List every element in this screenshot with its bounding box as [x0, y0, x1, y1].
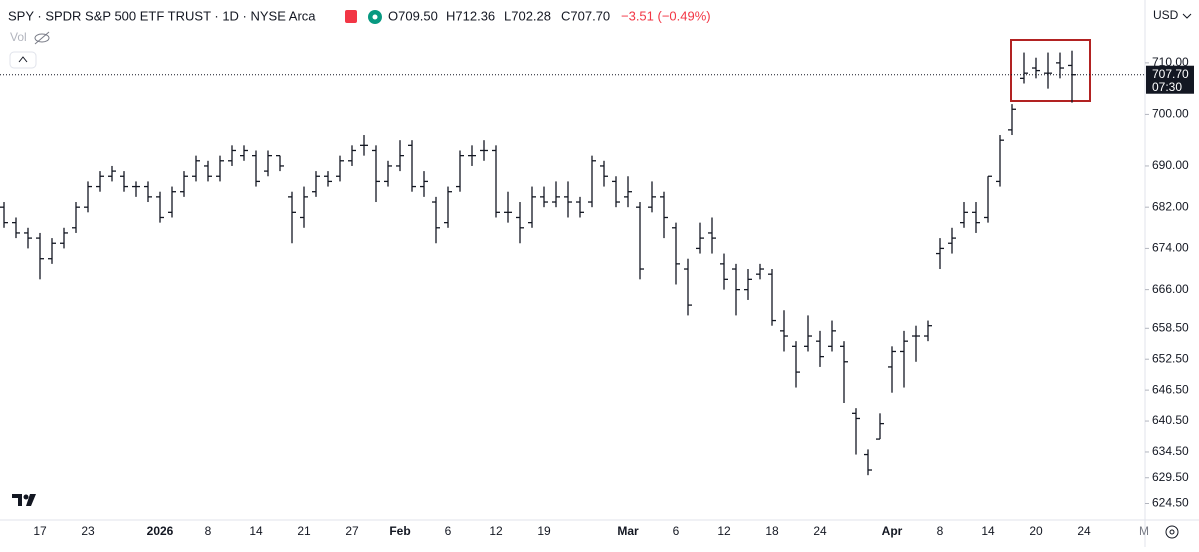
y-tick-label: 652.50 — [1152, 351, 1189, 365]
y-tick-label: 629.50 — [1152, 470, 1189, 484]
x-tick-label: 8 — [937, 524, 944, 538]
y-tick-label: 710.00 — [1152, 55, 1189, 69]
highlight-box — [1010, 39, 1091, 102]
x-tick-label: Mar — [617, 524, 639, 538]
y-tick-label: 640.50 — [1152, 413, 1189, 427]
x-tick-label: 17 — [33, 524, 47, 538]
x-tick-label: Apr — [882, 524, 903, 538]
y-tick-label: 700.00 — [1152, 107, 1189, 121]
x-tick-label: 20 — [1029, 524, 1043, 538]
collapse-arrow — [18, 56, 28, 63]
symbol-title[interactable]: SPY · SPDR S&P 500 ETF TRUST · 1D · NYSE… — [8, 8, 316, 23]
y-tick-label: 634.50 — [1152, 444, 1189, 458]
x-tick-label: 6 — [445, 524, 452, 538]
x-tick-label: 19 — [537, 524, 551, 538]
x-tick-label: Feb — [389, 524, 410, 538]
y-tick-label: 646.50 — [1152, 382, 1189, 396]
collapse-button[interactable] — [9, 51, 37, 69]
x-tick-label: 14 — [249, 524, 263, 538]
x-tick-label: 12 — [489, 524, 503, 538]
x-tick-label: 18 — [765, 524, 779, 538]
high-value: H712.36 — [446, 8, 495, 23]
y-tick-label: 674.00 — [1152, 241, 1189, 255]
x-tick-label: 6 — [673, 524, 680, 538]
y-tick-label: 682.00 — [1152, 199, 1189, 213]
currency-arrow — [1182, 13, 1192, 19]
hide-eye-icon[interactable] — [34, 31, 50, 45]
market-status-dot — [372, 14, 378, 20]
x-tick-label: 12 — [717, 524, 731, 538]
tradingview-logo[interactable] — [12, 494, 36, 506]
x-tick-label: 27 — [345, 524, 359, 538]
y-tick-label: 658.50 — [1152, 320, 1189, 334]
close-value: C707.70 — [561, 8, 610, 23]
currency-label: USD — [1153, 8, 1179, 22]
x-tick-label: 8 — [205, 524, 212, 538]
x-tick-label: 21 — [297, 524, 311, 538]
x-tick-label: M — [1139, 524, 1149, 538]
settings-icon[interactable] — [1165, 525, 1179, 539]
y-tick-label: 666.00 — [1152, 282, 1189, 296]
last-price-label: 707.70 — [1152, 67, 1189, 81]
open-value: O709.50 — [388, 8, 438, 23]
countdown-label: 07:30 — [1152, 80, 1182, 94]
x-tick-label: 24 — [813, 524, 827, 538]
x-tick-label: 24 — [1077, 524, 1091, 538]
x-tick-label: 14 — [981, 524, 995, 538]
change-value: −3.51 (−0.49%) — [621, 8, 711, 23]
x-tick-label: 23 — [81, 524, 95, 538]
y-tick-label: 624.50 — [1152, 496, 1189, 510]
x-tick-label: 2026 — [147, 524, 174, 538]
last-price-box — [1146, 65, 1194, 94]
y-tick-label: 690.00 — [1152, 158, 1189, 172]
currency-button[interactable] — [1150, 6, 1194, 26]
volume-label[interactable]: Vol — [10, 30, 27, 44]
flag-icon[interactable] — [345, 10, 357, 23]
low-value: L702.28 — [504, 8, 551, 23]
